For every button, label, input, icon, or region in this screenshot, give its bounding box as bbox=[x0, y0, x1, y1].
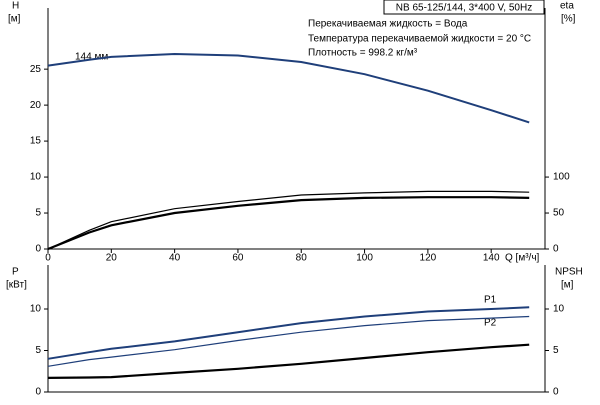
y-tick-label: 0 bbox=[35, 387, 41, 398]
curve bbox=[47, 306, 530, 360]
title-box bbox=[383, 0, 545, 15]
y-tick-label: 15 bbox=[30, 136, 42, 147]
x-tick-label: 120 bbox=[420, 253, 437, 264]
y2-axis-unit: [%] bbox=[561, 14, 576, 25]
chart-title: NB 65-125/144, 3*400 V, 50Hz bbox=[396, 3, 532, 14]
y2-tick-label: 50 bbox=[553, 208, 565, 219]
series-label: P2 bbox=[484, 318, 497, 329]
y-tick-label: 0 bbox=[35, 244, 41, 255]
annotation: Перекачиваемая жидкость = Вода bbox=[308, 19, 468, 30]
x-tick-label: 0 bbox=[45, 253, 51, 264]
y-tick-label: 10 bbox=[30, 304, 42, 315]
x-tick-label: 40 bbox=[169, 253, 181, 264]
y2-tick-label: 0 bbox=[553, 244, 559, 255]
y2-tick-label: 100 bbox=[553, 172, 570, 183]
series-label: P1 bbox=[484, 295, 497, 306]
curve-label: 144 мм bbox=[75, 52, 108, 63]
x-tick-label: 140 bbox=[483, 253, 500, 264]
curve bbox=[47, 315, 530, 367]
x-tick-label: 20 bbox=[106, 253, 118, 264]
y-axis-unit: [кВт] bbox=[6, 280, 27, 291]
x-axis-label: Q [м³/ч] bbox=[505, 253, 540, 264]
y-axis-label: P bbox=[12, 267, 19, 278]
y-tick-label: 20 bbox=[30, 100, 42, 111]
curve bbox=[47, 196, 530, 251]
y-axis-unit: [м] bbox=[8, 14, 21, 25]
y2-tick-label: 0 bbox=[553, 387, 559, 398]
annotation: Температура перекачиваемой жидкости = 20… bbox=[308, 34, 531, 45]
y2-axis-unit: [м] bbox=[561, 280, 574, 291]
curve bbox=[47, 52, 530, 124]
y-axis-label: H bbox=[12, 1, 19, 12]
y-tick-label: 25 bbox=[30, 64, 42, 75]
y2-axis-label: NPSH bbox=[555, 267, 583, 278]
y2-axis-label: eta bbox=[560, 1, 574, 12]
y2-tick-label: 10 bbox=[553, 304, 565, 315]
y-tick-label: 5 bbox=[35, 345, 41, 356]
y-tick-label: 5 bbox=[35, 208, 41, 219]
x-tick-label: 80 bbox=[296, 253, 308, 264]
curve bbox=[47, 190, 530, 250]
curve bbox=[47, 343, 530, 379]
y2-tick-label: 5 bbox=[553, 345, 559, 356]
x-tick-label: 100 bbox=[356, 253, 373, 264]
annotation: Плотность = 998.2 кг/м³ bbox=[308, 48, 418, 59]
y-tick-label: 10 bbox=[30, 172, 42, 183]
x-tick-label: 60 bbox=[232, 253, 244, 264]
